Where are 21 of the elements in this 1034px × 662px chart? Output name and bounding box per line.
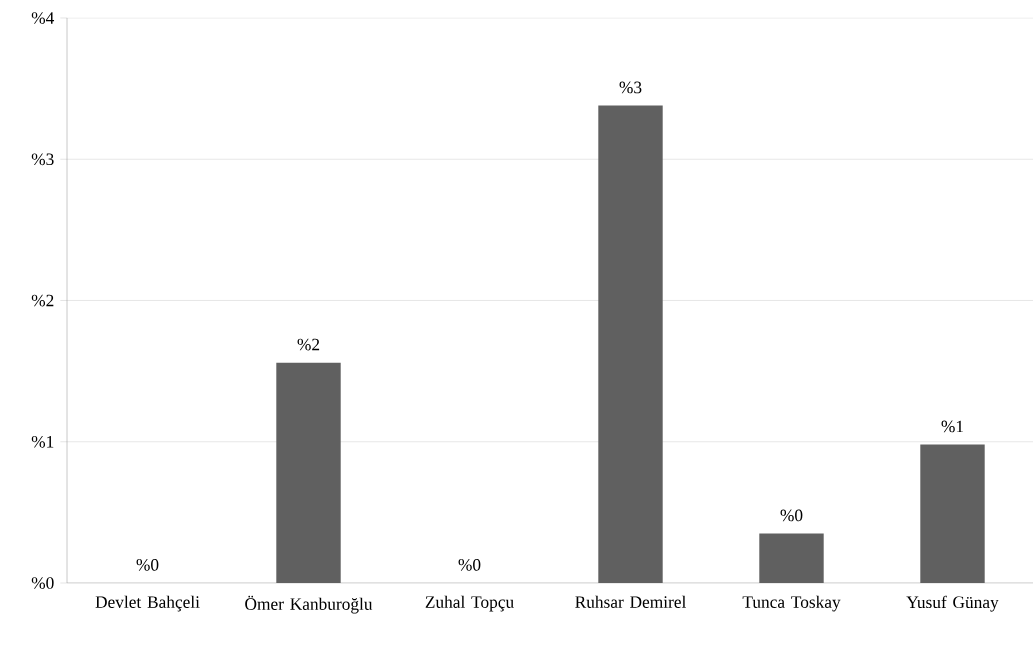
data-label: %1 bbox=[941, 420, 964, 433]
data-label: %2 bbox=[297, 338, 320, 351]
y-tick-label: %3 bbox=[31, 153, 54, 166]
y-tick-label: %2 bbox=[31, 294, 54, 307]
data-label: %0 bbox=[136, 558, 159, 571]
data-label: %0 bbox=[458, 558, 481, 571]
bar bbox=[598, 105, 663, 583]
y-tick-label: %4 bbox=[31, 12, 55, 24]
data-label: %3 bbox=[619, 81, 642, 94]
bar bbox=[920, 444, 985, 583]
x-tick-label: Ömer Kanburoğlu bbox=[245, 595, 373, 614]
bar bbox=[759, 533, 824, 583]
x-tick-label: Ruhsar Demirel bbox=[575, 595, 686, 608]
x-tick-label: Tunca Toskay bbox=[742, 595, 841, 612]
bar bbox=[276, 362, 341, 583]
x-tick-label: Devlet Bahçeli bbox=[95, 595, 200, 612]
y-tick-label: %1 bbox=[31, 435, 54, 448]
data-label: %0 bbox=[780, 509, 803, 522]
x-tick-label: Yusuf Günay bbox=[906, 595, 999, 612]
y-tick-label: %0 bbox=[31, 577, 54, 589]
x-tick-label: Zuhal Topçu bbox=[425, 595, 514, 612]
